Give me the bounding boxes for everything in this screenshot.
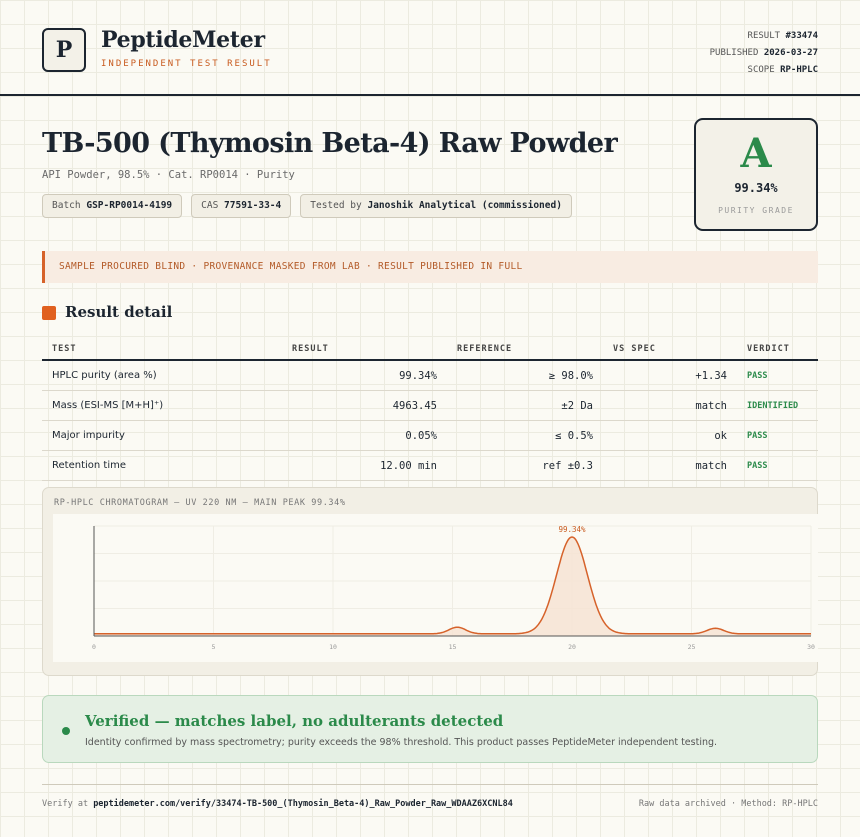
tested-by-chip-value: Janoshik Analytical (commissioned) <box>367 200 562 211</box>
batch-chip-value: GSP-RP0014-4199 <box>86 200 173 211</box>
main-peak-label: 99.34% <box>558 525 586 534</box>
col-header-test: TEST <box>42 338 282 361</box>
batch-chip-label: Batch <box>52 200 81 211</box>
cell-result: 4963.45 <box>282 390 447 421</box>
procurement-notice: SAMPLE PROCURED BLIND · PROVENANCE MASKE… <box>42 251 818 283</box>
results-table: TEST RESULT REFERENCE VS SPEC VERDICT HP… <box>42 338 818 481</box>
table-row: Mass (ESI-MS [M+H]⁺) 4963.45 ±2 Da match… <box>42 390 818 421</box>
cell-test: Major impurity <box>42 420 282 451</box>
product-chips: Batch GSP-RP0014-4199 CAS 77591-33-4 Tes… <box>42 194 572 218</box>
col-header-verdict: VERDICT <box>737 338 818 361</box>
cell-test: Retention time <box>42 450 282 481</box>
cell-verdict: PASS <box>737 450 818 481</box>
batch-chip: Batch GSP-RP0014-4199 <box>42 194 183 218</box>
cell-result: 12.00 min <box>282 450 447 481</box>
chromatogram-chart: 0 5 10 15 20 25 30 99.34% <box>92 525 815 651</box>
cell-result: 0.05% <box>282 420 447 451</box>
tested-by-chip: Tested by Janoshik Analytical (commissio… <box>300 194 572 218</box>
cell-reference: ≤ 0.5% <box>447 420 603 451</box>
verified-banner: Verified — matches label, no adulterants… <box>42 695 818 763</box>
table-row: Retention time 12.00 min ref ±0.3 match … <box>42 450 818 481</box>
chart-x-tick-label: 5 <box>212 643 216 651</box>
result-id-value: #33474 <box>785 31 818 41</box>
chart-x-tick-label: 20 <box>568 643 576 651</box>
cell-vs-spec: match <box>603 450 737 481</box>
cell-test: HPLC purity (area %) <box>42 360 282 391</box>
cell-verdict: PASS <box>737 420 818 451</box>
cell-result: 99.34% <box>282 360 447 391</box>
verify-line: Verify at peptidemeter.com/verify/33474-… <box>42 799 513 809</box>
cell-test: Mass (ESI-MS [M+H]⁺) <box>42 390 282 421</box>
col-header-result: RESULT <box>282 338 447 361</box>
verified-title: Verified — matches label, no adulterants… <box>85 712 504 730</box>
result-meta: RESULT #33474 PUBLISHED 2026-03-27 SCOPE… <box>710 28 818 79</box>
grade-letter: A <box>740 130 772 177</box>
published-label: PUBLISHED <box>709 48 759 58</box>
brand-name: PeptideMeter <box>101 27 265 53</box>
product-title: TB-500 (Thymosin Beta-4) Raw Powder <box>42 128 618 159</box>
cell-reference: ±2 Da <box>447 390 603 421</box>
published-value: 2026-03-27 <box>763 48 818 58</box>
published-line: PUBLISHED 2026-03-27 <box>710 45 818 62</box>
scope-line: SCOPE RP-HPLC <box>710 62 818 79</box>
chart-x-tick-label: 0 <box>92 643 96 651</box>
cell-verdict: IDENTIFIED <box>737 390 818 421</box>
scope-label: SCOPE <box>747 65 775 75</box>
header-divider <box>0 94 860 96</box>
cell-vs-spec: +1.34 <box>603 360 737 391</box>
scope-value: RP-HPLC <box>780 65 818 75</box>
product-subtitle: API Powder, 98.5% · Cat. RP0014 · Purity <box>42 169 295 181</box>
grade-label: PURITY GRADE <box>718 206 794 215</box>
chart-x-tick-label: 15 <box>449 643 457 651</box>
table-row: HPLC purity (area %) 99.34% ≥ 98.0% +1.3… <box>42 360 818 391</box>
purity-grade-card: A 99.34% PURITY GRADE <box>694 118 818 231</box>
cell-reference: ref ±0.3 <box>447 450 603 481</box>
chromatogram-caption: RP-HPLC CHROMATOGRAM — UV 220 NM — MAIN … <box>54 498 346 508</box>
tested-by-chip-label: Tested by <box>310 200 362 211</box>
chart-x-tick-label: 30 <box>807 643 815 651</box>
chromatogram-plot-area: 0 5 10 15 20 25 30 99.34% <box>53 514 818 662</box>
col-header-vs-spec: VS SPEC <box>603 338 737 361</box>
brand-logo: P <box>42 28 86 72</box>
section-marker <box>42 306 56 320</box>
chart-x-tick-label: 10 <box>329 643 337 651</box>
table-row: Major impurity 0.05% ≤ 0.5% ok PASS <box>42 420 818 451</box>
verify-link[interactable]: peptidemeter.com/verify/33474-TB-500_(Th… <box>93 799 513 809</box>
result-id-line: RESULT #33474 <box>710 28 818 45</box>
chromatogram-series-line <box>94 536 811 635</box>
cell-vs-spec: match <box>603 390 737 421</box>
table-header-row: TEST RESULT REFERENCE VS SPEC VERDICT <box>42 338 818 361</box>
result-id-label: RESULT <box>747 31 781 41</box>
verified-dot-icon <box>62 727 70 735</box>
brand-tagline: INDEPENDENT TEST RESULT <box>101 59 272 69</box>
footer-method-note: Raw data archived · Method: RP-HPLC <box>638 799 818 809</box>
footer-divider <box>42 784 818 785</box>
cell-vs-spec: ok <box>603 420 737 451</box>
cell-reference: ≥ 98.0% <box>447 360 603 391</box>
verified-description: Identity confirmed by mass spectrometry;… <box>85 737 718 748</box>
col-header-reference: REFERENCE <box>447 338 603 361</box>
grade-value: 99.34% <box>734 181 778 195</box>
cell-verdict: PASS <box>737 360 818 391</box>
chart-x-tick-label: 25 <box>688 643 696 651</box>
cas-chip-label: CAS <box>201 200 219 211</box>
cas-chip-value: 77591-33-4 <box>224 200 282 211</box>
verify-prefix: Verify at <box>42 799 89 809</box>
chromatogram-panel: RP-HPLC CHROMATOGRAM — UV 220 NM — MAIN … <box>42 487 818 676</box>
cas-chip: CAS 77591-33-4 <box>191 194 292 218</box>
section-title: Result detail <box>65 303 173 321</box>
